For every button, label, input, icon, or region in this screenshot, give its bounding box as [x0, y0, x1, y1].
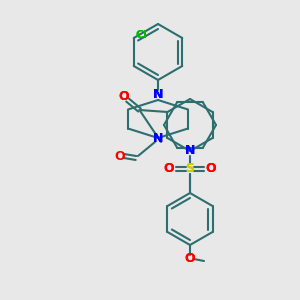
- Text: O: O: [118, 89, 129, 103]
- Text: O: O: [185, 253, 195, 266]
- Text: O: O: [164, 163, 174, 176]
- Text: N: N: [153, 88, 163, 100]
- Text: N: N: [153, 131, 163, 145]
- Text: Cl: Cl: [136, 30, 148, 40]
- Text: O: O: [185, 253, 195, 266]
- Text: Cl: Cl: [136, 30, 148, 40]
- Text: O: O: [164, 163, 174, 176]
- Text: O: O: [206, 163, 216, 176]
- Text: N: N: [153, 88, 163, 100]
- Text: N: N: [185, 145, 195, 158]
- Text: O: O: [118, 89, 129, 103]
- Text: O: O: [206, 163, 216, 176]
- Text: N: N: [185, 145, 195, 158]
- Text: S: S: [185, 163, 194, 176]
- Text: S: S: [185, 163, 194, 176]
- Text: N: N: [153, 131, 163, 145]
- Text: O: O: [115, 149, 125, 163]
- Text: N: N: [153, 88, 163, 100]
